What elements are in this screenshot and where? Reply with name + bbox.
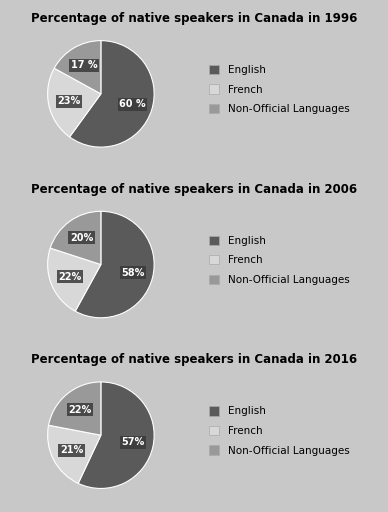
Wedge shape	[78, 382, 154, 488]
Wedge shape	[50, 211, 101, 265]
Text: 22%: 22%	[59, 272, 82, 282]
Text: Percentage of native speakers in Canada in 2006: Percentage of native speakers in Canada …	[31, 183, 357, 196]
Text: 20%: 20%	[70, 233, 93, 243]
Wedge shape	[48, 382, 101, 435]
Text: 21%: 21%	[60, 445, 83, 455]
Legend: English, French, Non-Official Languages: English, French, Non-Official Languages	[207, 63, 352, 116]
Text: Percentage of native speakers in Canada in 1996: Percentage of native speakers in Canada …	[31, 12, 357, 25]
Text: 23%: 23%	[57, 96, 80, 106]
Text: 57%: 57%	[121, 437, 145, 447]
Wedge shape	[48, 248, 101, 311]
Wedge shape	[48, 425, 101, 483]
Text: Percentage of native speakers in Canada in 2016: Percentage of native speakers in Canada …	[31, 353, 357, 366]
Text: 58%: 58%	[121, 268, 145, 278]
Text: 22%: 22%	[68, 405, 92, 415]
Text: 60 %: 60 %	[119, 99, 146, 109]
Text: 17 %: 17 %	[71, 60, 97, 71]
Wedge shape	[48, 68, 101, 137]
Legend: English, French, Non-Official Languages: English, French, Non-Official Languages	[207, 404, 352, 458]
Wedge shape	[69, 40, 154, 147]
Legend: English, French, Non-Official Languages: English, French, Non-Official Languages	[207, 233, 352, 287]
Wedge shape	[54, 40, 101, 94]
Wedge shape	[75, 211, 154, 318]
